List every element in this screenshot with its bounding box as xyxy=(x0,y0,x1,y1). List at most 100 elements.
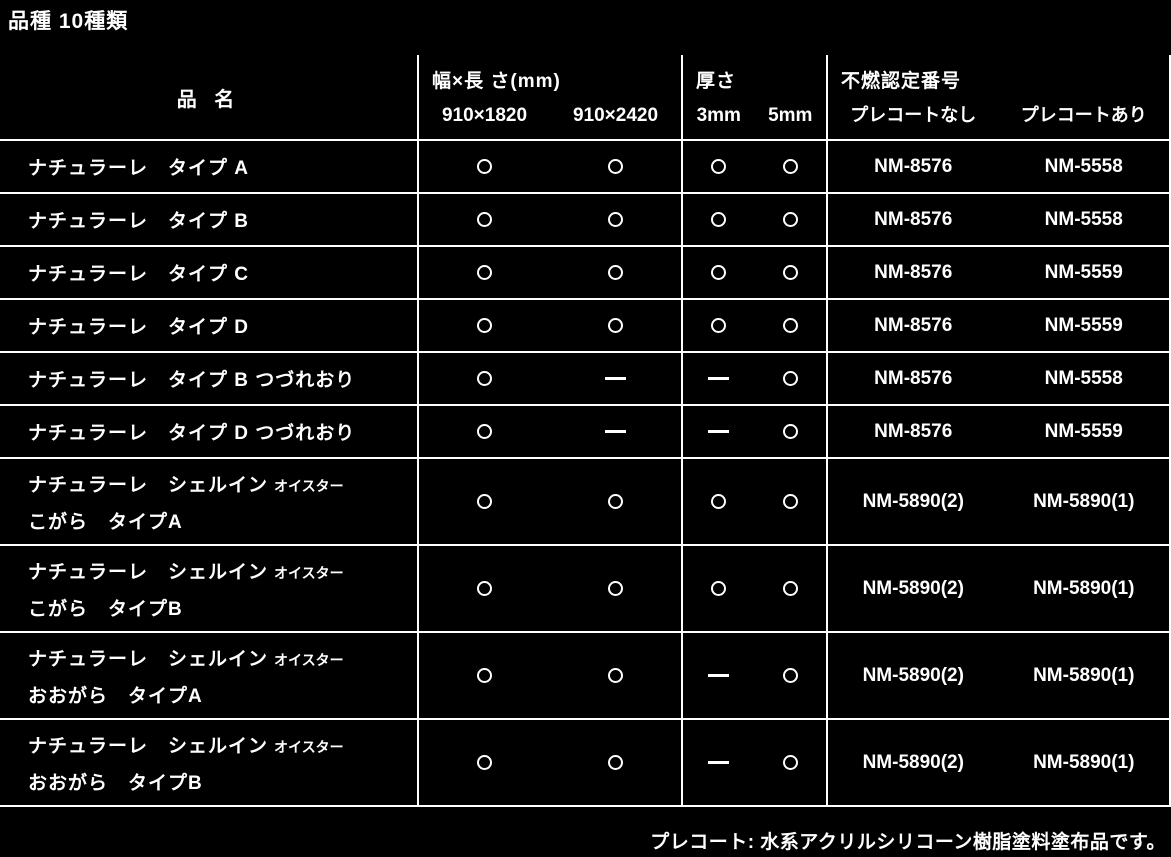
symbol-cell xyxy=(550,546,681,631)
cert-precoat-value: NM-5890(1) xyxy=(1033,490,1135,512)
circle-symbol xyxy=(477,494,492,509)
circle-symbol xyxy=(477,159,492,174)
symbol-cell xyxy=(550,406,681,457)
table-row: ナチュラーレ シェルイン オイスター おおがら タイプA NM-5890(2) NM-5… xyxy=(0,631,1169,718)
product-name-text: ナチュラーレ タイプ A xyxy=(28,158,250,179)
cert-no-precoat-value: NM-8576 xyxy=(874,314,953,336)
product-name-line2: こがら タイプA xyxy=(28,511,183,533)
header-thickness-group: 厚さ 3mm 5mm xyxy=(681,55,826,139)
table-row: ナチュラーレ タイプ D つづれおり NM-8576 NM-5559 xyxy=(0,404,1169,457)
circle-symbol xyxy=(477,212,492,227)
cert-no-precoat-value: NM-8576 xyxy=(874,208,953,230)
product-name-cell: ナチュラーレ シェルイン オイスター おおがら タイプA xyxy=(0,633,417,718)
circle-symbol xyxy=(782,494,798,509)
product-name-small-text: オイスター xyxy=(274,564,344,581)
circle-symbol xyxy=(608,265,623,280)
circle-symbol xyxy=(782,668,798,683)
dash-symbol xyxy=(605,376,626,381)
product-name-cell: ナチュラーレ タイプ C xyxy=(0,247,417,298)
table-row: ナチュラーレ シェルイン オイスター こがら タイプA NM-5890(2) NM-58… xyxy=(0,457,1169,544)
table-row: ナチュラーレ タイプ C NM-8576 NM-5559 xyxy=(0,245,1169,298)
product-name-text: ナチュラーレ シェルイン xyxy=(28,735,269,757)
symbol-cell xyxy=(550,247,681,298)
certification-cell: NM-5890(2) NM-5890(1) xyxy=(826,633,1169,718)
symbol-cell xyxy=(755,353,827,404)
circle-symbol xyxy=(782,159,798,174)
thickness-cell xyxy=(681,141,826,192)
product-name-line1: ナチュラーレ シェルイン オイスター xyxy=(28,731,417,758)
circle-symbol xyxy=(782,212,798,227)
product-name-text: ナチュラーレ タイプ B xyxy=(28,211,250,232)
symbol-cell xyxy=(683,720,755,805)
cert-precoat-value: NM-5558 xyxy=(1044,155,1123,177)
size-cell xyxy=(417,546,681,631)
circle-symbol xyxy=(477,318,492,333)
table-row: ナチュラーレ タイプ D NM-8576 NM-5559 xyxy=(0,298,1169,351)
symbol-cell xyxy=(683,546,755,631)
certification-cell: NM-5890(2) NM-5890(1) xyxy=(826,720,1169,805)
symbol-cell xyxy=(755,720,827,805)
symbol-cell xyxy=(683,406,755,457)
circle-symbol xyxy=(608,755,623,770)
table-body: ナチュラーレ タイプ A NM-8576 NM-5558 ナチュラーレ タイプ B NM… xyxy=(0,139,1169,805)
dash-symbol xyxy=(708,673,730,678)
thickness-cell xyxy=(681,353,826,404)
size-cell xyxy=(417,247,681,298)
table-header-row: 品 名 幅×長 さ(mm) 910×1820 910×2420 厚さ 3mm 5… xyxy=(0,55,1169,139)
table-row: ナチュラーレ シェルイン オイスターこがら タイプB NM-5890(2) NM-58… xyxy=(0,544,1169,631)
symbol-cell xyxy=(683,141,755,192)
product-name-cell: ナチュラーレ タイプ D xyxy=(0,300,417,351)
symbol-cell xyxy=(550,353,681,404)
thickness-cell xyxy=(681,406,826,457)
product-name-line1: ナチュラーレ タイプ D つづれおり xyxy=(28,418,417,445)
symbol-cell xyxy=(755,247,827,298)
cert-no-precoat-value: NM-8576 xyxy=(874,367,953,389)
thickness-cell xyxy=(681,546,826,631)
header-certification-subcolumns: プレコートなし プレコートあり xyxy=(828,101,1169,127)
symbol-cell xyxy=(419,194,550,245)
circle-symbol xyxy=(711,265,727,280)
cert-precoat-value: NM-5890(1) xyxy=(1033,577,1135,599)
thickness-cell xyxy=(681,459,826,544)
header-size-subcolumns: 910×1820 910×2420 xyxy=(419,105,681,127)
circle-symbol xyxy=(608,581,623,596)
header-certification-group-label: 不燃認定番号 xyxy=(841,71,962,92)
product-name-cell: ナチュラーレ シェルイン オイスター こがら タイプA xyxy=(0,459,417,544)
circle-symbol xyxy=(477,371,492,386)
circle-symbol xyxy=(608,494,623,509)
cert-precoat-value: NM-5559 xyxy=(1044,261,1123,283)
cert-no-precoat-value: NM-5890(2) xyxy=(862,664,964,686)
symbol-cell xyxy=(419,459,550,544)
header-thickness-3mm: 3mm xyxy=(696,105,741,126)
header-size-group: 幅×長 さ(mm) 910×1820 910×2420 xyxy=(417,55,681,139)
circle-symbol xyxy=(608,159,623,174)
size-cell xyxy=(417,720,681,805)
circle-symbol xyxy=(782,581,798,596)
product-name-text: ナチュラーレ シェルイン xyxy=(28,561,269,583)
product-name-line2: こがら タイプB xyxy=(28,598,183,620)
product-name-line1: ナチュラーレ タイプ C xyxy=(28,259,417,286)
thickness-cell xyxy=(681,194,826,245)
circle-symbol xyxy=(782,424,798,439)
header-certification-group: 不燃認定番号 プレコートなし プレコートあり xyxy=(826,55,1169,139)
circle-symbol xyxy=(711,212,727,227)
circle-symbol xyxy=(477,581,492,596)
cert-precoat-value: NM-5558 xyxy=(1044,208,1123,230)
certification-cell: NM-5890(2) NM-5890(1) xyxy=(826,546,1169,631)
size-cell xyxy=(417,141,681,192)
product-name-text: ナチュラーレ シェルイン xyxy=(28,474,269,496)
symbol-cell xyxy=(550,300,681,351)
circle-symbol xyxy=(711,581,727,596)
symbol-cell xyxy=(755,141,827,192)
header-thickness-5mm: 5mm xyxy=(768,105,813,126)
product-name-cell: ナチュラーレ シェルイン オイスターこがら タイプB xyxy=(0,546,417,631)
product-name-line1: ナチュラーレ シェルイン オイスター xyxy=(28,557,417,584)
symbol-cell xyxy=(419,720,550,805)
symbol-cell xyxy=(419,546,550,631)
certification-cell: NM-8576 NM-5559 xyxy=(826,247,1169,298)
product-name-text: ナチュラーレ タイプ C xyxy=(28,264,250,285)
header-cert-no-precoat: プレコートなし xyxy=(850,105,977,125)
circle-symbol xyxy=(782,755,798,770)
symbol-cell xyxy=(755,459,827,544)
